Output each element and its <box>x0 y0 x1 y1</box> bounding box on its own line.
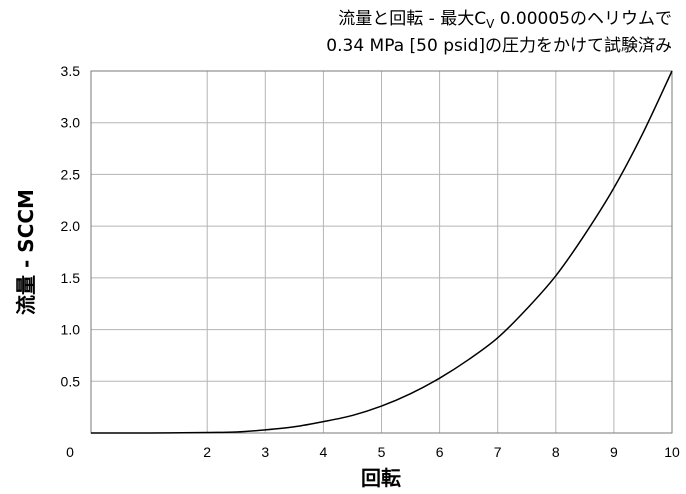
chart-title-subscript: V <box>486 17 495 31</box>
x-tick-label: 6 <box>436 444 444 460</box>
y-tick-label: 2.0 <box>61 218 81 234</box>
y-tick-label: 3.5 <box>61 63 81 79</box>
y-tick-labels: 0.5 1.0 1.5 2.0 2.5 3.0 3.5 <box>61 63 81 389</box>
x-tick-label: 5 <box>378 444 386 460</box>
plot-area-frame <box>90 70 673 434</box>
grid-lines <box>91 71 672 433</box>
y-tick-label: 1.5 <box>61 270 81 286</box>
x-tick-label: 2 <box>203 444 211 460</box>
x-tick-label: 7 <box>494 444 502 460</box>
x-tick-label: 10 <box>664 444 680 460</box>
x-tick-label: 4 <box>320 444 328 460</box>
y-tick-label: 0.5 <box>61 373 81 389</box>
chart-title-line-1-prefix: 流量と回転 - 最大C <box>338 9 486 29</box>
x-tick-label: 3 <box>261 444 269 460</box>
flow-curve-line <box>90 70 673 434</box>
y-axis-title: 流量 - SCCM <box>14 189 38 315</box>
x-tick-label: 0 <box>66 444 74 460</box>
chart-title-line-1-suffix: 0.00005のヘリウムで <box>494 9 672 29</box>
x-tick-labels: 0 2 3 4 5 6 7 8 9 10 <box>66 444 680 460</box>
x-axis-title: 回転 <box>361 466 401 490</box>
y-tick-label: 3.0 <box>61 115 81 131</box>
chart-title-line-1: 流量と回転 - 最大CV 0.00005のヘリウムで <box>338 9 672 31</box>
y-tick-label: 2.5 <box>61 166 81 182</box>
y-tick-label: 1.0 <box>61 322 81 338</box>
chart-title-line-2: 0.34 MPa [50 psid]の圧力をかけて試験済み <box>326 36 672 56</box>
x-tick-label: 8 <box>552 444 560 460</box>
x-tick-label: 9 <box>610 444 618 460</box>
